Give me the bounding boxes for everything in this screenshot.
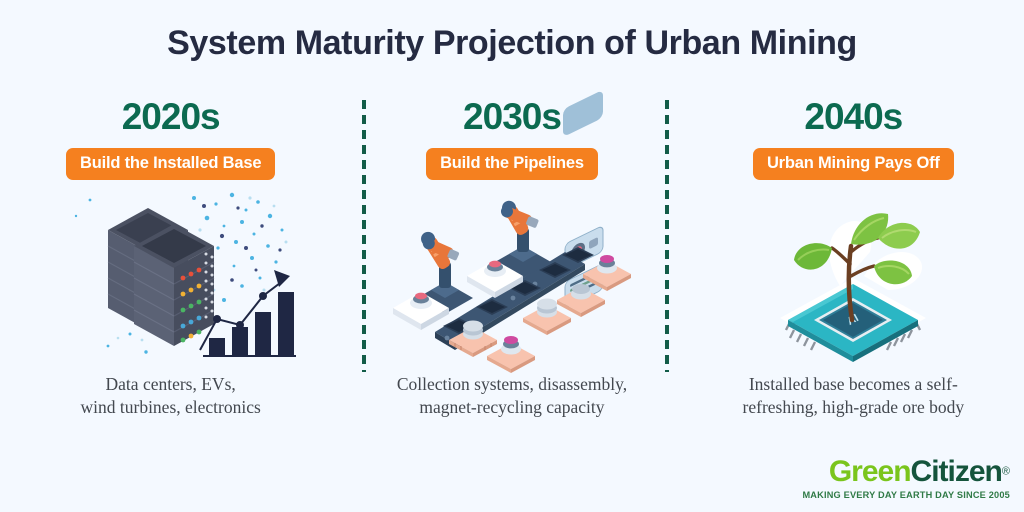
column-2030s: 2030s Build the Pipelines bbox=[341, 91, 682, 456]
caption-2040s: Installed base becomes a self- refreshin… bbox=[742, 373, 965, 418]
robot-arm-left bbox=[416, 231, 473, 314]
peach-module-4 bbox=[556, 283, 605, 317]
leaf-right-lower bbox=[874, 260, 913, 284]
illustration-chip-sprout: AI bbox=[728, 190, 978, 365]
column-2020s: 2020s Build the Installed Base bbox=[0, 96, 341, 456]
vent-dots bbox=[204, 252, 214, 318]
registered-trademark-icon: ® bbox=[1001, 465, 1010, 478]
peach-module-2 bbox=[486, 335, 535, 373]
column-2040s: 2040s Urban Mining Pays Off bbox=[683, 96, 1024, 456]
leaf-right-upper bbox=[878, 222, 921, 249]
phase-badge-2040s: Urban Mining Pays Off bbox=[752, 148, 954, 180]
decade-label-2040s: 2040s bbox=[804, 96, 903, 137]
peach-module-1 bbox=[448, 320, 497, 357]
illustration-assembly-line bbox=[387, 91, 637, 373]
caption-2030s: Collection systems, disassembly, magnet-… bbox=[396, 373, 628, 418]
chip-body: AI bbox=[788, 283, 919, 362]
phase-badge-2030s: Build the Pipelines bbox=[426, 148, 598, 180]
peach-module-3 bbox=[522, 298, 571, 335]
logo-tagline: MAKING EVERY DAY EARTH DAY SINCE 2005 bbox=[802, 489, 1010, 500]
white-module-2 bbox=[466, 259, 523, 298]
decade-label-2020s: 2020s bbox=[121, 96, 221, 137]
illustration-data-center bbox=[46, 190, 296, 365]
peach-module-5 bbox=[582, 254, 631, 291]
growth-bar-chart bbox=[198, 269, 296, 357]
logo-word-green: Green bbox=[828, 454, 912, 488]
white-module-1 bbox=[392, 291, 449, 330]
phase-badge-2020s: Build the Installed Base bbox=[66, 148, 276, 180]
decade-label-2030s: 2030s bbox=[463, 96, 562, 137]
brand-logo[interactable]: GreenCitizen® MAKING EVERY DAY EARTH DAY… bbox=[802, 454, 1010, 500]
page-title: System Maturity Projection of Urban Mini… bbox=[167, 24, 857, 62]
server-rack-front bbox=[133, 223, 214, 346]
column-divider-2 bbox=[665, 100, 669, 372]
leaf-left bbox=[794, 242, 833, 270]
column-divider-1 bbox=[362, 100, 366, 372]
plant-sprout bbox=[794, 212, 921, 322]
caption-2020s: Data centers, EVs, wind turbines, electr… bbox=[80, 373, 261, 418]
server-leds-front bbox=[180, 267, 202, 342]
columns-container: 2020s Build the Installed Base bbox=[0, 91, 1024, 456]
logo-word-citizen: Citizen bbox=[910, 454, 1003, 488]
